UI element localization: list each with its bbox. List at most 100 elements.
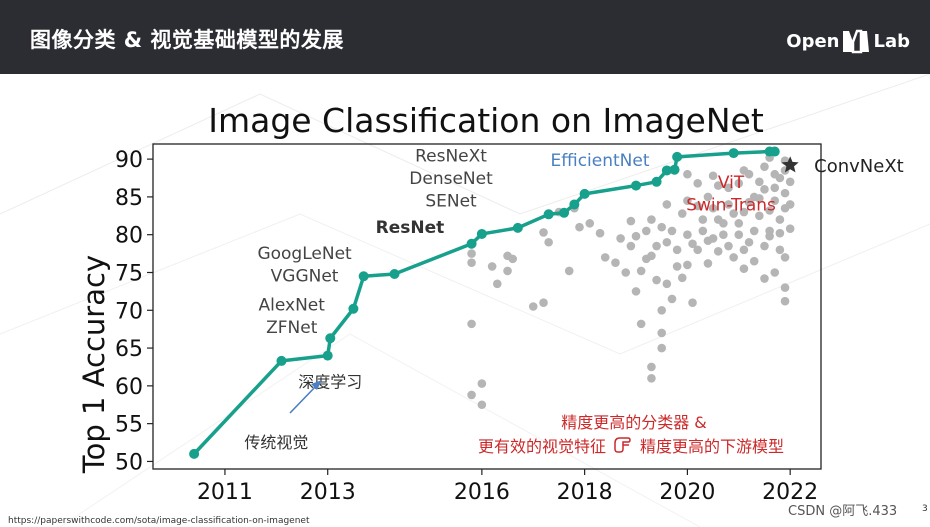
frontier-point	[569, 199, 580, 210]
scatter-point	[652, 275, 661, 285]
frontier-point	[512, 222, 523, 233]
scatter-point	[770, 169, 780, 179]
scatter-point	[616, 234, 625, 243]
openmmlab-logo: Open Lab	[786, 28, 910, 54]
bottom-text-line2a: 更有效的视觉特征	[478, 437, 606, 456]
star-marker	[781, 156, 799, 173]
scatter-point	[775, 228, 785, 238]
scatter-point	[647, 215, 656, 224]
scatter-point	[708, 203, 718, 213]
x-tick-label: 2016	[454, 480, 510, 505]
scatter-point	[621, 268, 631, 277]
y-tick-label: 50	[115, 450, 143, 475]
scatter-point	[739, 207, 749, 217]
scatter-point	[683, 169, 692, 179]
scatter-point	[539, 228, 548, 237]
frontier-point	[559, 207, 570, 218]
plot-frame	[152, 143, 822, 470]
scatter-point	[703, 259, 713, 268]
annotation-arrow	[289, 383, 319, 414]
scatter-point	[575, 222, 584, 232]
annotation-label: ResNet	[376, 218, 445, 238]
x-axis-ticks: 2011 2013 2016 2018 2020 2022	[197, 469, 818, 505]
scatter-point	[734, 219, 744, 228]
scatter-point	[508, 254, 517, 264]
scatter-point	[657, 343, 667, 353]
scatter-point	[775, 245, 785, 255]
scatter-point	[749, 256, 759, 266]
annotation-label: VGGNet	[271, 267, 339, 287]
bottom-text-line2b: 精度更高的下游模型	[640, 437, 784, 456]
frontier-point	[651, 176, 662, 187]
page-title: 图像分类 & 视觉基础模型的发展	[30, 28, 344, 52]
scatter-point	[760, 274, 769, 283]
page-number: 3	[922, 504, 928, 514]
x-tick-label: 2020	[659, 480, 715, 505]
frontier-point	[348, 303, 359, 314]
y-tick-label: 80	[115, 224, 143, 249]
scatter-point	[487, 262, 497, 271]
source-url: https://paperswithcode.com/sota/image-cl…	[8, 516, 310, 526]
y-tick-label: 90	[115, 148, 143, 173]
scatter-point	[785, 200, 795, 209]
scatter-point	[564, 266, 574, 276]
scatter-point	[760, 241, 769, 251]
scatter-point	[672, 245, 682, 255]
annotation-label: DenseNet	[409, 169, 493, 189]
y-axis-ticks: 50 55 60 65 70 75 80 85 90	[115, 148, 153, 475]
frontier-point	[728, 148, 739, 159]
annotation-label: GoogLeNet	[257, 244, 352, 264]
scatter-point	[683, 196, 692, 205]
frontier-point	[322, 350, 333, 361]
frontier-point	[769, 146, 780, 157]
scatter-point	[477, 379, 487, 388]
frontier-point	[325, 333, 336, 344]
x-tick-label: 2011	[197, 480, 253, 505]
scatter-point	[492, 279, 502, 289]
scatter-point	[631, 231, 641, 241]
convnext-star: ConvNeXt	[781, 156, 904, 177]
scatter-point	[780, 188, 790, 198]
annotation-label: EfficientNet	[551, 151, 650, 171]
scatter-point	[467, 319, 476, 329]
scatter-point	[698, 215, 708, 224]
x-tick-label: 2022	[762, 480, 818, 505]
scatter-point	[477, 400, 487, 410]
scatter-point	[626, 241, 636, 251]
scatter-point	[739, 264, 749, 274]
scatter-point	[719, 230, 728, 239]
scatter-point	[760, 162, 769, 171]
frontier-point	[276, 355, 287, 366]
frontier-point	[358, 271, 369, 282]
annotation-label: AlexNet	[259, 295, 326, 315]
scatter-point	[765, 231, 774, 241]
scatter-point	[662, 237, 672, 247]
scatter-point	[785, 224, 795, 233]
annotation-label: Swin-Trans	[686, 196, 776, 216]
logo-text-open: Open	[786, 30, 840, 52]
scatter-point	[749, 226, 759, 236]
scatter-point	[760, 185, 769, 194]
scatter-point	[528, 302, 538, 311]
y-tick-label: 55	[115, 413, 143, 438]
scatter-point	[698, 226, 708, 236]
scatter-point	[611, 258, 620, 267]
scatter-point	[780, 253, 790, 262]
scatter-point	[677, 273, 687, 283]
scatter-point	[683, 260, 692, 270]
scatter-point	[770, 183, 780, 193]
x-tick-label: 2013	[300, 480, 356, 505]
logo-text-lab: Lab	[873, 30, 910, 52]
scatter-point	[765, 206, 774, 215]
scatter-point	[785, 177, 795, 187]
scatter-point	[652, 241, 661, 251]
header-bar: 图像分类 & 视觉基础模型的发展 Open Lab	[0, 0, 930, 74]
scatter-point	[724, 183, 733, 193]
scatter-point	[780, 296, 790, 306]
scatter-point	[744, 237, 754, 247]
scatter-point	[683, 230, 692, 239]
scatter-point	[703, 192, 713, 202]
bottom-text-line1: 精度更高的分类器 &	[561, 413, 707, 432]
scatter-point	[775, 215, 785, 224]
y-axis-label: Top 1 Accuracy	[77, 255, 111, 474]
